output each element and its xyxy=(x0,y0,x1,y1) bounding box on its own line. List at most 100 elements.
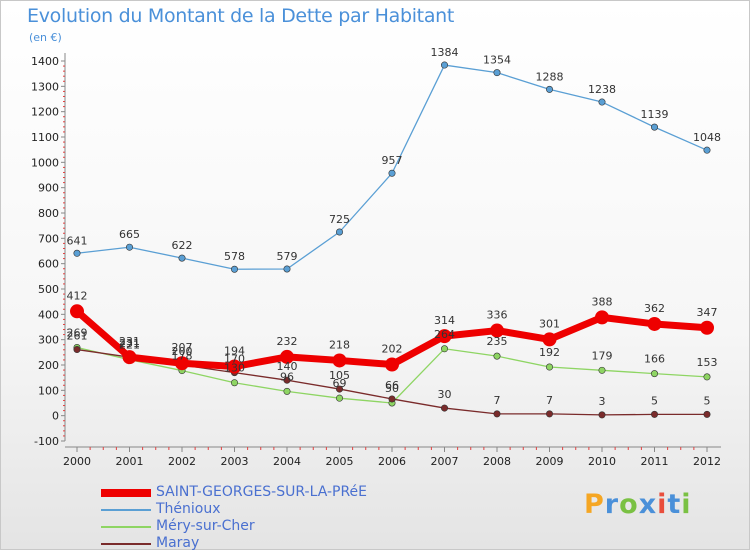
data-point xyxy=(647,316,662,331)
data-point xyxy=(283,265,291,273)
data-label: 1288 xyxy=(536,70,564,83)
data-point xyxy=(388,169,396,177)
y-tick-label: 1200 xyxy=(31,106,59,119)
data-point xyxy=(703,373,711,381)
data-point xyxy=(703,146,711,154)
y-tick-label: 900 xyxy=(38,182,59,195)
data-label: 269 xyxy=(67,327,88,340)
data-point xyxy=(493,352,501,360)
x-tick-label: 2007 xyxy=(431,455,459,468)
data-point xyxy=(385,357,399,372)
y-tick-label: 1100 xyxy=(31,131,59,144)
data-label: 347 xyxy=(697,306,718,319)
legend-swatch xyxy=(101,543,151,545)
series-saint-georges-sur-la-pree xyxy=(70,304,714,374)
data-label: 1354 xyxy=(483,54,511,67)
logo-letter: o xyxy=(619,489,639,520)
data-point xyxy=(440,345,448,353)
data-point xyxy=(703,410,711,418)
data-label: 179 xyxy=(592,349,613,362)
y-tick-label: 0 xyxy=(52,410,59,423)
data-label: 235 xyxy=(487,335,508,348)
series-layer xyxy=(70,61,714,419)
x-tick-label: 2000 xyxy=(63,455,91,468)
data-label: 194 xyxy=(224,345,245,358)
data-point xyxy=(73,346,81,354)
data-point xyxy=(73,249,81,257)
data-label: 301 xyxy=(539,317,560,330)
data-label: 50 xyxy=(385,382,399,395)
data-label: 957 xyxy=(382,154,403,167)
y-tick-label: 1300 xyxy=(31,80,59,93)
data-point xyxy=(231,265,239,273)
data-point xyxy=(440,61,448,69)
data-point xyxy=(231,379,239,387)
data-label: 622 xyxy=(172,239,193,252)
y-tick-label: 1400 xyxy=(31,55,59,68)
data-label: 30 xyxy=(438,388,452,401)
data-label: 412 xyxy=(67,289,88,302)
data-point xyxy=(70,304,84,319)
x-tick-label: 2004 xyxy=(273,455,301,468)
x-tick-label: 2011 xyxy=(641,455,669,468)
legend-swatch xyxy=(101,489,151,497)
data-label: 578 xyxy=(224,250,245,263)
x-tick-label: 2003 xyxy=(221,455,249,468)
y-tick-label: 500 xyxy=(38,283,59,296)
data-label: 231 xyxy=(119,337,140,350)
logo-letter: t xyxy=(667,489,682,520)
data-label: 200 xyxy=(172,345,193,358)
data-label: 641 xyxy=(67,234,88,247)
data-label: 130 xyxy=(224,362,245,375)
data-point xyxy=(175,356,189,371)
data-label: 178 xyxy=(172,350,193,363)
y-tick-label: 200 xyxy=(38,359,59,372)
data-label: 7 xyxy=(494,394,501,407)
data-point xyxy=(178,254,186,262)
data-point xyxy=(493,69,501,77)
legend-label: Maray xyxy=(156,535,200,551)
logo-letter: i xyxy=(657,489,668,520)
data-point xyxy=(335,385,343,393)
x-tick-label: 2012 xyxy=(693,455,721,468)
data-label: 665 xyxy=(119,228,140,241)
data-labels: 641 665 622 578 579 725 957 1384 1354 1288 1238 113… xyxy=(67,46,722,408)
data-point xyxy=(650,123,658,131)
data-point xyxy=(126,243,134,251)
x-tick-label: 2010 xyxy=(588,455,616,468)
data-label: 1139 xyxy=(641,108,669,121)
data-point xyxy=(437,329,452,344)
data-label: 3 xyxy=(599,395,606,408)
data-label: 202 xyxy=(382,342,403,355)
y-tick-label: 800 xyxy=(38,207,59,220)
data-label: 170 xyxy=(224,353,245,366)
data-point xyxy=(595,310,609,325)
data-label: 96 xyxy=(280,370,294,383)
x-tick-label: 2005 xyxy=(326,455,354,468)
data-point xyxy=(490,323,504,338)
data-point xyxy=(440,404,448,412)
data-label: 725 xyxy=(329,213,350,226)
logo-letter: P xyxy=(584,489,605,520)
data-point xyxy=(122,350,137,365)
data-label: 105 xyxy=(329,369,350,382)
data-point xyxy=(227,359,242,374)
y-tick-label: -100 xyxy=(34,435,59,448)
axes: -100 0 100 200 300 400 500 600 700 800 900 1000 1100… xyxy=(31,53,721,468)
data-label: 1384 xyxy=(431,46,459,59)
y-tick-label: 400 xyxy=(38,308,59,321)
series-thenioux xyxy=(73,61,711,273)
legend-label: Thénioux xyxy=(156,501,221,517)
data-label: 1238 xyxy=(588,83,616,96)
data-point xyxy=(283,387,291,395)
data-label: 261 xyxy=(67,330,88,343)
data-point xyxy=(545,85,553,93)
data-label: 579 xyxy=(277,250,298,263)
legend-swatch xyxy=(101,526,151,528)
data-label: 221 xyxy=(119,339,140,352)
data-point xyxy=(283,376,291,384)
x-tick-label: 2002 xyxy=(168,455,196,468)
x-tick-label: 2008 xyxy=(483,455,511,468)
data-label: 166 xyxy=(644,353,665,366)
